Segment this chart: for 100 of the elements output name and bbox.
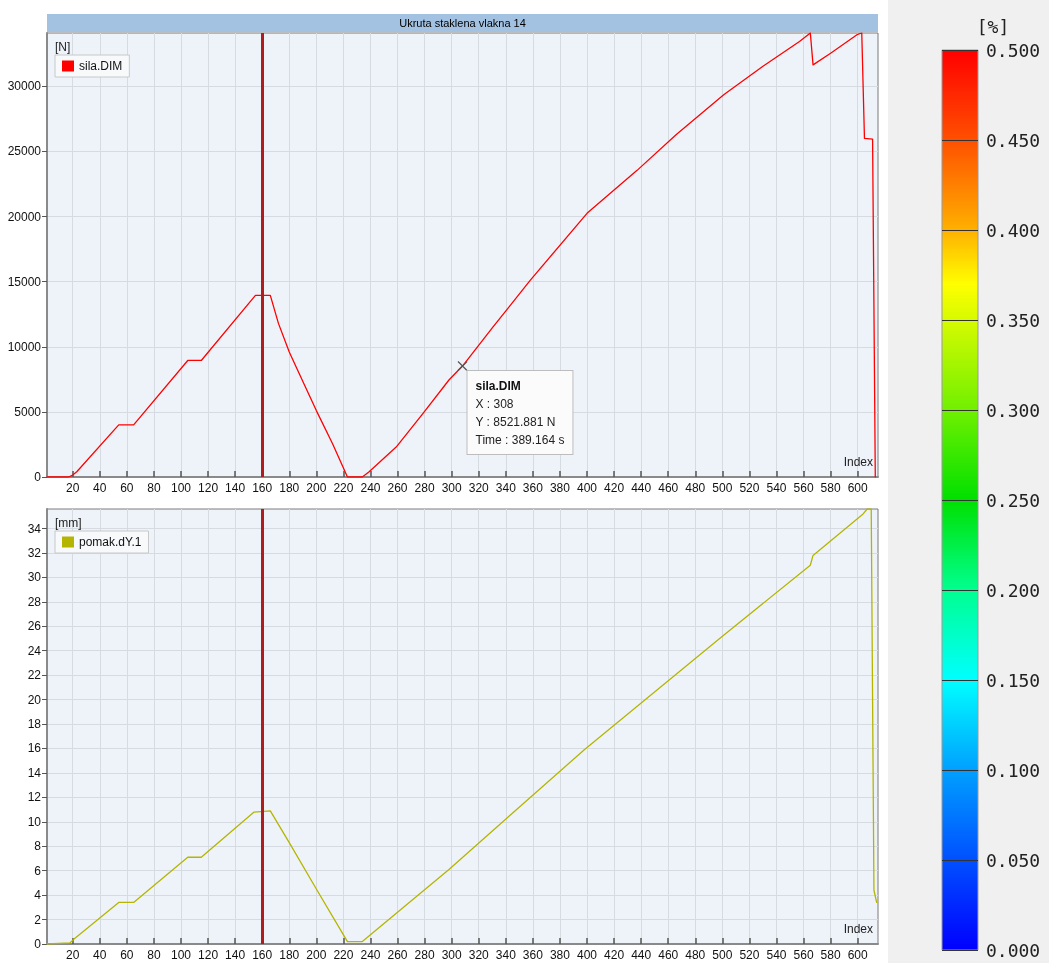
y-tick-label: 30 [27, 570, 42, 585]
x-tick-label: 500 [712, 948, 733, 962]
y-tick-label: 20 [27, 692, 42, 707]
x-tick-label: 400 [577, 948, 598, 962]
x-tick-label: 140 [225, 481, 246, 495]
x-tick-label: 60 [120, 948, 134, 962]
x-tick-label: 260 [387, 948, 408, 962]
y-tick-label: 18 [27, 717, 42, 732]
x-tick-label: 280 [414, 481, 435, 495]
x-axis-title: Index [843, 922, 873, 936]
y-tick-label: 2 [34, 912, 42, 927]
y-tick-label: 8 [34, 839, 42, 854]
x-tick-label: 160 [252, 481, 273, 495]
x-tick-label: 600 [847, 948, 869, 962]
x-tick-label: 180 [279, 948, 300, 962]
x-tick-label: 440 [631, 948, 652, 962]
y-tick-label: 34 [27, 521, 42, 536]
x-tick-label: 240 [360, 481, 381, 495]
x-tick-label: 60 [120, 481, 134, 495]
y-tick-label: 20000 [7, 209, 42, 224]
x-tick-label: 520 [739, 481, 760, 495]
color-bar-label: 0.150 [986, 669, 1041, 691]
x-tick-label: 300 [441, 481, 462, 495]
color-bar-label: 0.200 [986, 579, 1041, 601]
x-tick-label: 140 [225, 948, 246, 962]
x-tick-label: 40 [93, 481, 107, 495]
x-tick-label: 540 [766, 948, 787, 962]
x-tick-label: 340 [495, 948, 517, 962]
x-tick-label: 360 [522, 481, 544, 495]
y-tick-label: 15000 [7, 274, 42, 289]
y-tick-label: 26 [27, 619, 42, 634]
y-tick-label: 22 [27, 668, 42, 683]
x-tick-label: 560 [793, 481, 814, 495]
x-tick-label: 160 [252, 948, 273, 962]
x-tick-label: 20 [66, 481, 80, 495]
color-bar-label: 0.350 [986, 309, 1041, 331]
color-bar-label: 0.300 [986, 399, 1041, 421]
color-bar-label: 0.000 [986, 939, 1041, 961]
x-tick-label: 200 [306, 481, 327, 495]
x-tick-label: 420 [604, 481, 625, 495]
color-bar-label: 0.100 [986, 759, 1041, 781]
y-tick-label: 14 [27, 765, 42, 780]
x-tick-label: 500 [712, 481, 733, 495]
color-bar-label: 0.250 [986, 489, 1041, 511]
x-tick-label: 240 [360, 948, 381, 962]
x-tick-label: 600 [847, 481, 869, 495]
x-tick-label: 480 [685, 948, 706, 962]
x-tick-label: 380 [549, 481, 571, 495]
x-tick-label: 180 [279, 481, 300, 495]
x-tick-label: 80 [147, 481, 161, 495]
x-tick-label: 80 [147, 948, 161, 962]
x-tick-label: 280 [414, 948, 435, 962]
y-tick-label: 5000 [14, 404, 42, 419]
x-tick-label: 200 [306, 948, 327, 962]
y-tick-label: 0 [34, 937, 42, 951]
color-bar-label: 0.050 [986, 849, 1041, 871]
x-tick-label: 560 [793, 948, 814, 962]
x-tick-label: 540 [766, 481, 787, 495]
x-tick-label: 580 [820, 481, 841, 495]
x-tick-label: 220 [333, 948, 354, 962]
x-tick-label: 420 [604, 948, 625, 962]
x-tick-label: 460 [658, 948, 679, 962]
x-tick-label: 340 [495, 481, 517, 495]
x-tick-label: 300 [441, 948, 462, 962]
color-bar-label: 0.450 [986, 129, 1041, 151]
x-tick-label: 320 [468, 948, 490, 962]
x-tick-label: 120 [198, 948, 219, 962]
x-tick-label: 40 [93, 948, 107, 962]
color-bar-title: [%] [976, 15, 1010, 37]
y-axis-title: [N] [55, 40, 71, 54]
color-bar-label: 0.500 [986, 39, 1041, 61]
y-tick-label: 28 [27, 594, 42, 609]
y-tick-label: 30000 [7, 79, 42, 94]
y-tick-label: 6 [34, 863, 42, 878]
y-tick-label: 0 [34, 470, 42, 484]
legend-label: pomak.dY.1 [79, 535, 142, 549]
color-bar-label: 0.400 [986, 219, 1041, 241]
x-tick-label: 220 [333, 481, 354, 495]
x-tick-label: 120 [198, 481, 219, 495]
x-tick-label: 440 [631, 481, 652, 495]
legend-label: sila.DIM [79, 59, 123, 73]
x-tick-label: 100 [170, 948, 192, 962]
y-tick-label: 4 [34, 888, 42, 903]
x-tick-label: 520 [739, 948, 760, 962]
annotation: sila.DIM X : 308 Y : 8521.881 N Time : 389.164 s [475, 378, 565, 448]
x-tick-label: 480 [685, 481, 706, 495]
x-tick-label: 360 [522, 948, 544, 962]
y-tick-label: 16 [27, 741, 42, 756]
y-tick-label: 25000 [7, 144, 42, 159]
y-tick-label: 10 [27, 814, 42, 829]
y-tick-label: 32 [27, 545, 42, 560]
x-axis-title: Index [843, 455, 873, 469]
x-tick-label: 400 [577, 481, 598, 495]
x-tick-label: 580 [820, 948, 841, 962]
x-tick-label: 100 [170, 481, 192, 495]
x-tick-label: 380 [549, 948, 571, 962]
y-tick-label: 10000 [7, 339, 42, 354]
x-tick-label: 260 [387, 481, 408, 495]
y-axis-title: [mm] [55, 516, 82, 530]
y-tick-label: 24 [27, 643, 42, 658]
